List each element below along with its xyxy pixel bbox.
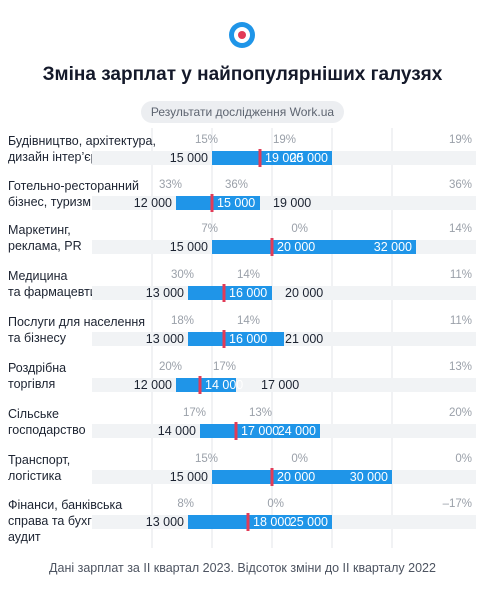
subtitle-wrap: Результати дослідження Work.ua bbox=[0, 101, 485, 123]
median-marker bbox=[258, 149, 262, 167]
range-bar bbox=[212, 470, 392, 484]
min-change-label: 15% bbox=[195, 134, 218, 146]
median-marker bbox=[270, 468, 274, 486]
min-change-label: 30% bbox=[171, 269, 194, 281]
category-label: торгівля bbox=[8, 377, 55, 391]
footnote: Дані зарплат за II квартал 2023. Відсото… bbox=[49, 561, 436, 575]
median-change-label: 19% bbox=[273, 134, 296, 146]
max-value-label: 30 000 bbox=[350, 470, 388, 484]
min-value-label: 15 000 bbox=[170, 151, 208, 165]
range-bar bbox=[188, 332, 284, 346]
category-label: бізнес, туризм bbox=[8, 195, 91, 209]
max-value-label: 25 000 bbox=[290, 515, 328, 529]
category-label: Сільське bbox=[8, 407, 59, 421]
min-change-label: 18% bbox=[171, 315, 194, 327]
median-marker bbox=[210, 194, 214, 212]
category-label: реклама, PR bbox=[8, 239, 82, 253]
max-value-label: 24 000 bbox=[278, 424, 316, 438]
category-label: дизайн інтер’єру bbox=[8, 150, 104, 164]
range-bar bbox=[176, 196, 260, 210]
category-label: та фармацевтика bbox=[8, 285, 110, 299]
min-value-label: 14 000 bbox=[158, 424, 196, 438]
min-value-label: 12 000 bbox=[134, 378, 172, 392]
median-change-label: 0% bbox=[267, 498, 284, 510]
max-value-label: 19 000 bbox=[273, 196, 311, 210]
subtitle-badge: Результати дослідження Work.ua bbox=[140, 101, 345, 123]
range-bar bbox=[200, 424, 320, 438]
range-bar bbox=[212, 151, 332, 165]
category-label: аудит bbox=[8, 530, 41, 544]
range-bar bbox=[188, 286, 272, 300]
max-change-label: 19% bbox=[449, 134, 472, 146]
median-change-label: 14% bbox=[237, 269, 260, 281]
median-change-label: 0% bbox=[291, 453, 308, 465]
min-value-label: 13 000 bbox=[146, 286, 184, 300]
min-change-label: 33% bbox=[159, 179, 182, 191]
min-value-label: 13 000 bbox=[146, 515, 184, 529]
category-label: Фінанси, банківська bbox=[8, 498, 122, 512]
max-value-label: 21 000 bbox=[285, 332, 323, 346]
median-marker bbox=[270, 238, 274, 256]
median-change-label: 36% bbox=[225, 179, 248, 191]
max-change-label: 13% bbox=[449, 361, 472, 373]
min-change-label: 20% bbox=[159, 361, 182, 373]
min-value-label: 15 000 bbox=[170, 240, 208, 254]
category-label: Транспорт, bbox=[8, 453, 70, 467]
category-label: Роздрібна bbox=[8, 361, 66, 375]
median-change-label: 17% bbox=[213, 361, 236, 373]
category-label: логістика bbox=[8, 469, 61, 483]
min-change-label: 8% bbox=[177, 498, 194, 510]
range-bar bbox=[188, 515, 332, 529]
median-marker bbox=[198, 376, 202, 394]
max-change-label: 14% bbox=[449, 223, 472, 235]
min-change-label: 7% bbox=[201, 223, 218, 235]
median-change-label: 0% bbox=[291, 223, 308, 235]
median-value-label: 19 000 bbox=[265, 151, 303, 165]
min-change-label: 15% bbox=[195, 453, 218, 465]
range-bar bbox=[176, 378, 236, 392]
chart-title: Зміна зарплат у найпопулярніших галузях bbox=[42, 64, 443, 85]
median-marker bbox=[234, 422, 238, 440]
category-label: господарство bbox=[8, 423, 86, 437]
median-marker bbox=[222, 330, 226, 348]
max-value-label: 17 000 bbox=[261, 378, 299, 392]
max-value-label: 20 000 bbox=[285, 286, 323, 300]
median-value-label: 14 000 bbox=[205, 378, 243, 392]
median-change-label: 13% bbox=[249, 407, 272, 419]
min-change-label: 17% bbox=[183, 407, 206, 419]
range-bar bbox=[212, 240, 416, 254]
median-value-label: 16 000 bbox=[229, 286, 267, 300]
max-change-label: 11% bbox=[450, 315, 472, 327]
min-value-label: 13 000 bbox=[146, 332, 184, 346]
max-change-label: 0% bbox=[455, 453, 472, 465]
category-label: Будівництво, архітектура, bbox=[8, 134, 156, 148]
max-value-label: 25 000 bbox=[290, 151, 328, 165]
median-marker bbox=[246, 513, 250, 531]
max-change-label: 20% bbox=[449, 407, 472, 419]
category-label: Маркетинг, bbox=[8, 223, 71, 237]
max-change-label: 11% bbox=[450, 269, 472, 281]
max-change-label: –17% bbox=[443, 498, 472, 510]
median-value-label: 17 000 bbox=[241, 424, 279, 438]
category-label: Готельно-ресторанний bbox=[8, 179, 139, 193]
max-value-label: 32 000 bbox=[374, 240, 412, 254]
median-value-label: 18 000 bbox=[253, 515, 291, 529]
median-value-label: 20 000 bbox=[277, 470, 315, 484]
median-value-label: 20 000 bbox=[277, 240, 315, 254]
median-value-label: 15 000 bbox=[217, 196, 255, 210]
median-change-label: 14% bbox=[237, 315, 260, 327]
median-value-label: 16 000 bbox=[229, 332, 267, 346]
min-value-label: 15 000 bbox=[170, 470, 208, 484]
category-label: Медицина bbox=[8, 269, 68, 283]
category-label: та бізнесу bbox=[8, 331, 67, 345]
min-value-label: 12 000 bbox=[134, 196, 172, 210]
work-ua-logo-icon bbox=[229, 22, 255, 48]
median-marker bbox=[222, 284, 226, 302]
max-change-label: 36% bbox=[449, 179, 472, 191]
category-label: Послуги для населення bbox=[8, 315, 145, 329]
